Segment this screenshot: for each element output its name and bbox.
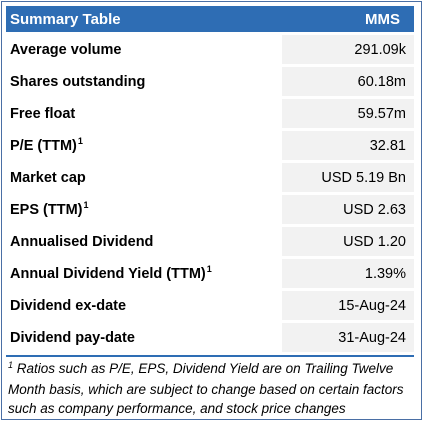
footnote-marker: 1 [83,199,89,210]
table-row: Market cap USD 5.19 Bn [6,163,414,192]
ticker-symbol: MMS [365,10,400,28]
table-row: Annualised Dividend USD 1.20 [6,227,414,256]
footnote-marker: 1 [8,360,14,370]
table-title: Summary Table [10,10,121,28]
table-row: P/E (TTM) 1 32.81 [6,131,414,160]
row-label: Market cap [10,169,86,186]
row-value: 1.39% [282,259,414,288]
row-value: 59.57m [282,99,414,128]
table-row: EPS (TTM) 1 USD 2.63 [6,195,414,224]
row-value: 291.09k [282,35,414,64]
row-label: Free float [10,105,76,122]
row-value: 15-Aug-24 [282,291,414,320]
row-label: Annualised Dividend [10,233,154,250]
table-row: Dividend ex-date 15-Aug-24 [6,291,414,320]
table-body: Average volume 291.09k Shares outstandin… [6,35,414,355]
row-label: Average volume [10,41,122,58]
row-value: USD 2.63 [282,195,414,224]
footnote-marker: 1 [206,263,212,274]
row-label: EPS (TTM) 1 [10,199,89,218]
footnote-text: Ratios such as P/E, EPS, Dividend Yield … [8,361,404,416]
footnote: 1 Ratios such as P/E, EPS, Dividend Yiel… [8,359,414,418]
footnote-marker: 1 [77,135,83,146]
row-label: Dividend ex-date [10,297,127,314]
row-label: Dividend pay-date [10,329,135,346]
row-label: Annual Dividend Yield (TTM) 1 [10,263,212,282]
table-row: Shares outstanding 60.18m [6,67,414,96]
row-value: 32.81 [282,131,414,160]
row-label: P/E (TTM) 1 [10,135,83,154]
table-row: Annual Dividend Yield (TTM) 1 1.39% [6,259,414,288]
table-header: Summary Table MMS [6,6,414,32]
row-value: USD 5.19 Bn [282,163,414,192]
row-label: Shares outstanding [10,73,146,90]
table-row: Free float 59.57m [6,99,414,128]
table-row: Average volume 291.09k [6,35,414,64]
row-value: 31-Aug-24 [282,323,414,352]
footnote-divider [6,355,414,357]
row-value: USD 1.20 [282,227,414,256]
row-value: 60.18m [282,67,414,96]
table-row: Dividend pay-date 31-Aug-24 [6,323,414,352]
